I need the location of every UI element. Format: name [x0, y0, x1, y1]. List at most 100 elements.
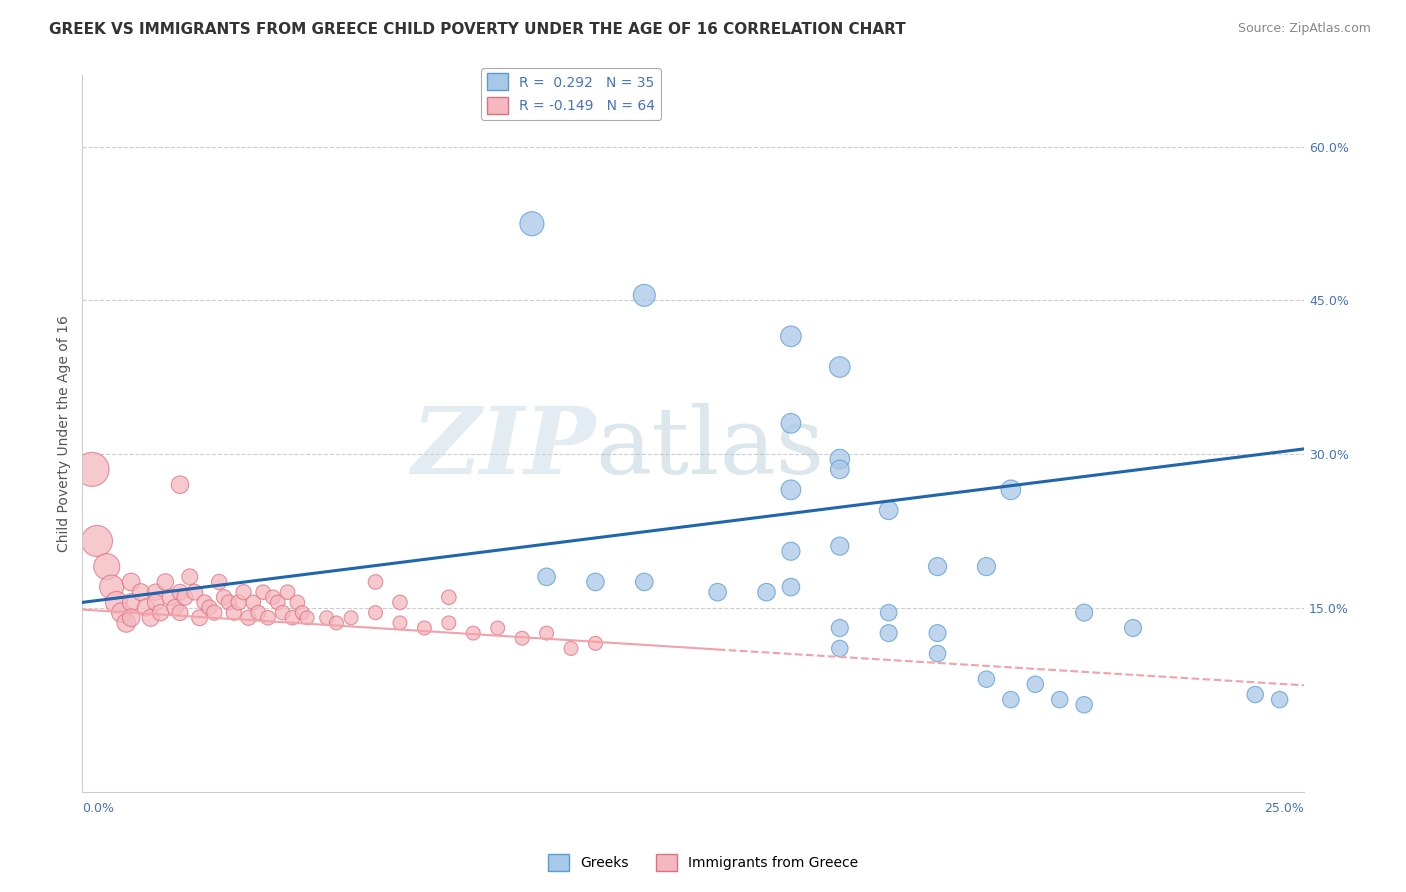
- Point: [222, 606, 245, 620]
- Point: [202, 606, 225, 620]
- Point: [169, 477, 191, 491]
- Point: [139, 611, 162, 625]
- Point: [100, 580, 122, 594]
- Point: [212, 591, 235, 605]
- Point: [120, 595, 142, 609]
- Point: [242, 595, 264, 609]
- Point: [228, 595, 250, 609]
- Point: [340, 611, 363, 625]
- Point: [315, 611, 337, 625]
- Point: [463, 626, 485, 640]
- Point: [877, 503, 900, 517]
- Point: [252, 585, 274, 599]
- Point: [179, 570, 201, 584]
- Point: [149, 606, 172, 620]
- Point: [780, 544, 803, 558]
- Point: [927, 626, 949, 640]
- Point: [585, 574, 607, 589]
- Point: [159, 591, 181, 605]
- Point: [120, 574, 142, 589]
- Point: [174, 591, 197, 605]
- Point: [437, 615, 460, 630]
- Point: [238, 611, 260, 625]
- Point: [232, 585, 254, 599]
- Point: [828, 359, 851, 374]
- Point: [755, 585, 778, 599]
- Point: [115, 615, 138, 630]
- Point: [927, 559, 949, 574]
- Point: [183, 585, 205, 599]
- Point: [218, 595, 240, 609]
- Point: [388, 615, 411, 630]
- Point: [1073, 606, 1095, 620]
- Point: [281, 611, 304, 625]
- Point: [86, 533, 108, 548]
- Point: [706, 585, 728, 599]
- Point: [828, 539, 851, 553]
- Text: atlas: atlas: [596, 403, 825, 493]
- Point: [780, 329, 803, 343]
- Point: [135, 600, 157, 615]
- Point: [1000, 483, 1022, 497]
- Point: [828, 462, 851, 476]
- Text: ZIP: ZIP: [411, 403, 596, 493]
- Point: [110, 606, 132, 620]
- Point: [325, 615, 347, 630]
- Point: [976, 559, 998, 574]
- Point: [1049, 692, 1071, 706]
- Point: [633, 288, 655, 302]
- Text: Source: ZipAtlas.com: Source: ZipAtlas.com: [1237, 22, 1371, 36]
- Point: [285, 595, 308, 609]
- Point: [247, 606, 270, 620]
- Point: [277, 585, 299, 599]
- Point: [413, 621, 436, 635]
- Point: [877, 606, 900, 620]
- Point: [437, 591, 460, 605]
- Point: [520, 217, 543, 231]
- Point: [780, 417, 803, 431]
- Point: [169, 606, 191, 620]
- Point: [145, 595, 167, 609]
- Point: [271, 606, 294, 620]
- Legend: Greeks, Immigrants from Greece: Greeks, Immigrants from Greece: [543, 848, 863, 876]
- Point: [585, 636, 607, 650]
- Legend: R =  0.292   N = 35, R = -0.149   N = 64: R = 0.292 N = 35, R = -0.149 N = 64: [481, 68, 661, 120]
- Point: [633, 574, 655, 589]
- Point: [828, 452, 851, 467]
- Point: [267, 595, 290, 609]
- Point: [560, 641, 582, 656]
- Point: [927, 647, 949, 661]
- Point: [486, 621, 509, 635]
- Point: [291, 606, 314, 620]
- Point: [388, 595, 411, 609]
- Point: [1024, 677, 1046, 691]
- Point: [96, 559, 118, 574]
- Point: [188, 611, 211, 625]
- Point: [145, 585, 167, 599]
- Point: [169, 585, 191, 599]
- Y-axis label: Child Poverty Under the Age of 16: Child Poverty Under the Age of 16: [58, 315, 72, 552]
- Point: [129, 585, 152, 599]
- Point: [364, 606, 387, 620]
- Point: [1122, 621, 1144, 635]
- Point: [1000, 692, 1022, 706]
- Point: [780, 483, 803, 497]
- Point: [193, 595, 215, 609]
- Text: GREEK VS IMMIGRANTS FROM GREECE CHILD POVERTY UNDER THE AGE OF 16 CORRELATION CH: GREEK VS IMMIGRANTS FROM GREECE CHILD PO…: [49, 22, 905, 37]
- Text: 25.0%: 25.0%: [1264, 802, 1305, 815]
- Point: [828, 641, 851, 656]
- Point: [536, 570, 558, 584]
- Point: [208, 574, 231, 589]
- Point: [198, 600, 221, 615]
- Point: [828, 621, 851, 635]
- Point: [1073, 698, 1095, 712]
- Point: [120, 611, 142, 625]
- Point: [165, 600, 187, 615]
- Point: [510, 632, 533, 646]
- Point: [257, 611, 280, 625]
- Point: [364, 574, 387, 589]
- Point: [80, 462, 103, 476]
- Point: [877, 626, 900, 640]
- Point: [295, 611, 318, 625]
- Point: [1244, 688, 1267, 702]
